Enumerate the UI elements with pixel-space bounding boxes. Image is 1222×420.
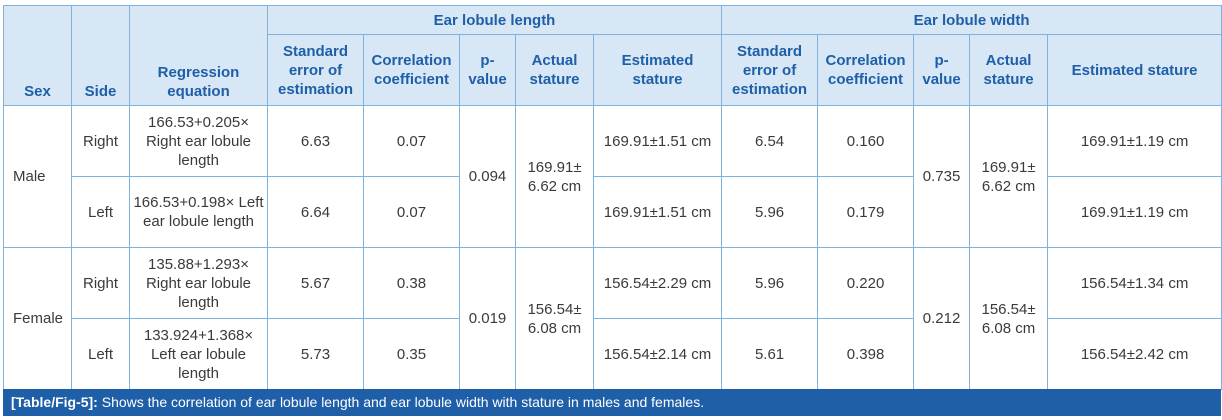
width-estimated-stature-cell: 156.54±2.42 cm: [1047, 318, 1222, 390]
width-correlation-cell: 0.160: [817, 105, 915, 177]
header-width-actual-stature: Actual stature: [969, 34, 1049, 106]
header-length-correlation: Correlation coefficient: [363, 34, 460, 106]
header-group-width: Ear lobule width: [721, 5, 1222, 35]
table-row: Left 166.53+0.198× Left ear lobule lengt…: [4, 176, 1222, 248]
caption-text: Shows the correlation of ear lobule leng…: [97, 394, 705, 410]
table-body: Male Right 166.53+0.205× Right ear lobul…: [3, 105, 1222, 390]
header-regression-equation: Regression equation: [129, 5, 268, 106]
side-cell: Right: [71, 105, 130, 177]
width-estimated-stature-cell: 156.54±1.34 cm: [1047, 247, 1222, 319]
regression-cell: 166.53+0.205× Right ear lobule length: [129, 105, 268, 177]
table-row: Female Right 135.88+1.293× Right ear lob…: [3, 247, 1222, 390]
width-p-value-cell: 0.735: [913, 105, 971, 248]
regression-cell: 166.53+0.198× Left ear lobule length: [129, 176, 268, 248]
regression-cell: 133.924+1.368× Left ear lobule length: [129, 318, 268, 390]
length-standard-error-cell: 5.73: [267, 318, 364, 390]
width-correlation-cell: 0.179: [817, 176, 915, 248]
side-cell: Left: [71, 318, 130, 390]
width-actual-stature-cell: 169.91± 6.62 cm: [969, 105, 1049, 248]
regression-cell: 135.88+1.293× Right ear lobule length: [129, 247, 268, 319]
width-standard-error-cell: 6.54: [721, 105, 819, 177]
length-correlation-cell: 0.38: [363, 247, 460, 319]
side-cell: Left: [71, 176, 130, 248]
header-length-p-value: p-value: [459, 34, 516, 106]
length-estimated-stature-cell: 169.91±1.51 cm: [592, 176, 723, 248]
width-actual-stature-cell: 156.54± 6.08 cm: [969, 247, 1049, 390]
length-actual-stature-cell: 169.91± 6.62 cm: [515, 105, 594, 248]
length-correlation-cell: 0.07: [363, 176, 460, 248]
header-width-estimated-stature: Estimated stature: [1047, 34, 1222, 106]
length-actual-stature-cell: 156.54± 6.08 cm: [515, 247, 594, 390]
length-p-value-cell: 0.019: [459, 247, 516, 390]
header-width-standard-error: Standard error of estimation: [721, 34, 819, 106]
length-standard-error-cell: 5.67: [267, 247, 364, 319]
figure-caption: [Table/Fig-5]: Shows the correlation of …: [3, 389, 1221, 416]
table-row: Male Right 166.53+0.205× Right ear lobul…: [3, 105, 1222, 248]
header-width-p-value: p-value: [913, 34, 971, 106]
length-correlation-cell: 0.35: [363, 318, 460, 390]
width-correlation-cell: 0.220: [817, 247, 915, 319]
sex-cell: Female: [3, 247, 72, 390]
length-p-value-cell: 0.094: [459, 105, 516, 248]
width-standard-error-cell: 5.96: [721, 247, 819, 319]
data-table: Sex Side Regression equation Ear lobule …: [3, 5, 1222, 390]
width-estimated-stature-cell: 169.91±1.19 cm: [1047, 176, 1222, 248]
header-side: Side: [71, 5, 130, 106]
header-width-correlation: Correlation coefficient: [817, 34, 915, 106]
header-length-actual-stature: Actual stature: [515, 34, 594, 106]
table-header: Sex Side Regression equation Ear lobule …: [3, 5, 1222, 106]
header-sex: Sex: [3, 5, 72, 106]
header-group-length: Ear lobule length: [266, 5, 723, 35]
length-correlation-cell: 0.07: [363, 105, 460, 177]
length-standard-error-cell: 6.64: [267, 176, 364, 248]
side-cell: Right: [71, 247, 130, 319]
table-row: Left 133.924+1.368× Left ear lobule leng…: [4, 318, 1222, 390]
width-standard-error-cell: 5.61: [721, 318, 819, 390]
width-standard-error-cell: 5.96: [721, 176, 819, 248]
length-estimated-stature-cell: 169.91±1.51 cm: [592, 105, 723, 177]
width-correlation-cell: 0.398: [817, 318, 915, 390]
length-estimated-stature-cell: 156.54±2.14 cm: [592, 318, 723, 390]
width-estimated-stature-cell: 169.91±1.19 cm: [1047, 105, 1222, 177]
sex-cell: Male: [3, 105, 72, 248]
header-length-estimated-stature: Estimated stature: [592, 34, 723, 106]
length-standard-error-cell: 6.63: [267, 105, 364, 177]
width-p-value-cell: 0.212: [913, 247, 971, 390]
length-estimated-stature-cell: 156.54±2.29 cm: [592, 247, 723, 319]
header-length-standard-error: Standard error of estimation: [267, 34, 364, 106]
caption-label: [Table/Fig-5]:: [11, 394, 98, 410]
